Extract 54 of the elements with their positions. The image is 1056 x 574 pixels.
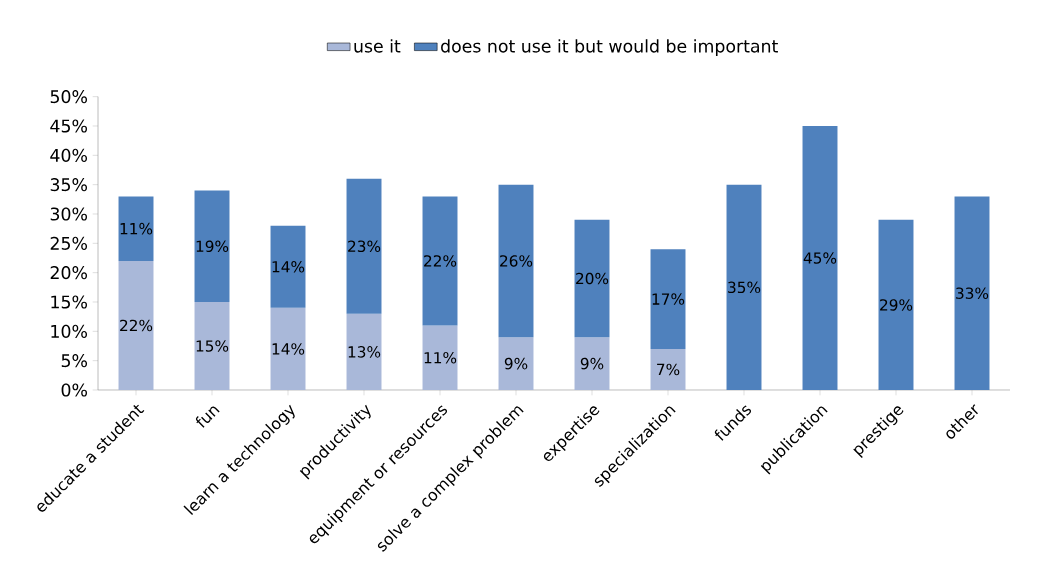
bar — [422, 196, 458, 326]
bar — [422, 325, 458, 390]
bar — [574, 219, 610, 338]
data-label: 9% — [504, 357, 528, 370]
bar — [878, 219, 914, 390]
data-label: 22% — [424, 255, 457, 267]
y-tick-label: 25% — [50, 236, 87, 250]
data-label: 23% — [348, 240, 381, 253]
bar — [194, 301, 230, 390]
y-tick-label: 0% — [61, 383, 88, 397]
legend-label: does not use it but would be important — [441, 39, 778, 56]
bar — [270, 225, 306, 308]
bar — [346, 178, 382, 314]
data-label: 33% — [956, 287, 989, 299]
data-label: 19% — [196, 240, 229, 253]
bar — [194, 190, 230, 302]
y-tick-label: 45% — [50, 119, 87, 133]
x-tick-label: fun — [195, 406, 220, 428]
y-tick-label: 40% — [50, 148, 87, 162]
y-tick-label: 15% — [51, 295, 87, 309]
data-label: 11% — [120, 222, 153, 235]
y-tick-label: 50% — [50, 90, 87, 104]
y-tick-label: 10% — [51, 324, 87, 338]
data-label: 17% — [652, 293, 685, 305]
data-label: 26% — [500, 255, 533, 267]
legend-label: use it — [354, 39, 401, 53]
data-label: 15% — [196, 340, 229, 352]
bar — [270, 307, 306, 390]
data-label: 14% — [272, 261, 305, 273]
y-tick-label: 30% — [50, 207, 87, 221]
y-tick-label: 35% — [50, 178, 87, 192]
data-label: 7% — [657, 363, 680, 376]
data-label: 11% — [424, 351, 457, 364]
bar — [954, 196, 990, 390]
y-tick-label: 20% — [50, 266, 87, 280]
data-label: 14% — [272, 343, 305, 355]
bar — [346, 313, 382, 390]
data-label: 35% — [728, 281, 761, 294]
bar — [802, 126, 838, 390]
bar — [574, 337, 610, 390]
bar — [118, 260, 154, 390]
data-label: 45% — [803, 252, 837, 264]
data-label: 22% — [120, 319, 153, 332]
y-tick-label: 5% — [61, 354, 88, 368]
data-label: 9% — [580, 357, 604, 370]
data-label: 20% — [576, 272, 609, 285]
data-label: 13% — [348, 346, 381, 358]
bar — [726, 184, 762, 390]
bar — [650, 249, 686, 349]
bar — [498, 184, 534, 338]
bar — [650, 348, 686, 390]
bar — [498, 337, 534, 390]
data-label: 29% — [880, 299, 913, 311]
bar — [118, 196, 154, 261]
